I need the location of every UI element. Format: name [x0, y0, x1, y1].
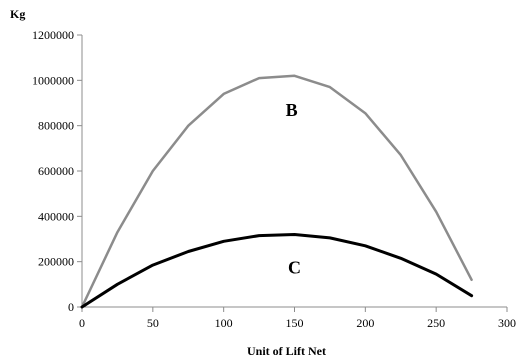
series-label-b: B — [286, 100, 298, 120]
x-tick-label: 0 — [79, 316, 85, 330]
x-tick-label: 300 — [498, 316, 516, 330]
series-label-c: C — [288, 257, 301, 277]
y-axis-ticks: 0 200000 400000 600000 800000 1000000 1200000 — [32, 28, 82, 314]
series-annotations: BC — [286, 100, 301, 278]
y-tick-label: 1000000 — [32, 73, 74, 87]
y-tick-label: 0 — [68, 300, 74, 314]
y-tick-label: 800000 — [38, 119, 74, 133]
y-axis-title: Kg — [10, 7, 25, 21]
x-axis-title: Unit of Lift Net — [247, 344, 326, 358]
series-lines — [80, 74, 474, 309]
y-tick-label: 200000 — [38, 255, 74, 269]
x-tick-label: 150 — [286, 316, 304, 330]
series-line-b — [80, 74, 473, 309]
series-line-c — [80, 233, 474, 309]
x-tick-label: 100 — [215, 316, 233, 330]
x-tick-label: 50 — [147, 316, 159, 330]
y-tick-label: 400000 — [38, 209, 74, 223]
y-tick-label: 1200000 — [32, 28, 74, 42]
x-tick-label: 250 — [427, 316, 445, 330]
x-tick-label: 200 — [356, 316, 374, 330]
x-axis-ticks: 0 50 100 150 200 250 300 — [79, 307, 516, 330]
y-tick-label: 600000 — [38, 164, 74, 178]
